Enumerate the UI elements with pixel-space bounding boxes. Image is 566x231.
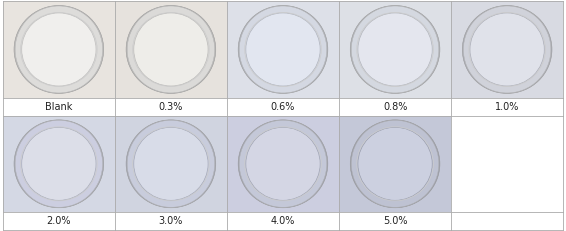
Ellipse shape [462, 6, 552, 93]
Ellipse shape [246, 127, 320, 200]
Text: 1.0%: 1.0% [495, 102, 520, 112]
Ellipse shape [464, 6, 551, 93]
Text: 0.3%: 0.3% [158, 102, 183, 112]
Ellipse shape [126, 6, 216, 93]
Ellipse shape [15, 6, 102, 93]
Ellipse shape [351, 120, 439, 207]
Ellipse shape [238, 6, 328, 93]
Text: 2.0%: 2.0% [46, 216, 71, 226]
Ellipse shape [239, 120, 327, 207]
Text: 0.6%: 0.6% [271, 102, 295, 112]
Ellipse shape [246, 13, 320, 86]
Ellipse shape [350, 120, 440, 208]
Ellipse shape [134, 13, 208, 86]
Text: 5.0%: 5.0% [383, 216, 408, 226]
Text: 4.0%: 4.0% [271, 216, 295, 226]
Ellipse shape [350, 6, 440, 93]
Ellipse shape [358, 13, 432, 86]
Ellipse shape [134, 127, 208, 200]
Text: 3.0%: 3.0% [158, 216, 183, 226]
Ellipse shape [126, 120, 216, 208]
Ellipse shape [127, 120, 215, 207]
Ellipse shape [14, 6, 104, 93]
Ellipse shape [22, 127, 96, 200]
Text: 0.8%: 0.8% [383, 102, 408, 112]
Ellipse shape [351, 6, 439, 93]
Text: Blank: Blank [45, 102, 72, 112]
Ellipse shape [358, 127, 432, 200]
Ellipse shape [14, 120, 104, 208]
Ellipse shape [238, 120, 328, 208]
Ellipse shape [15, 120, 102, 207]
Ellipse shape [22, 13, 96, 86]
Ellipse shape [239, 6, 327, 93]
Ellipse shape [127, 6, 215, 93]
Ellipse shape [470, 13, 544, 86]
